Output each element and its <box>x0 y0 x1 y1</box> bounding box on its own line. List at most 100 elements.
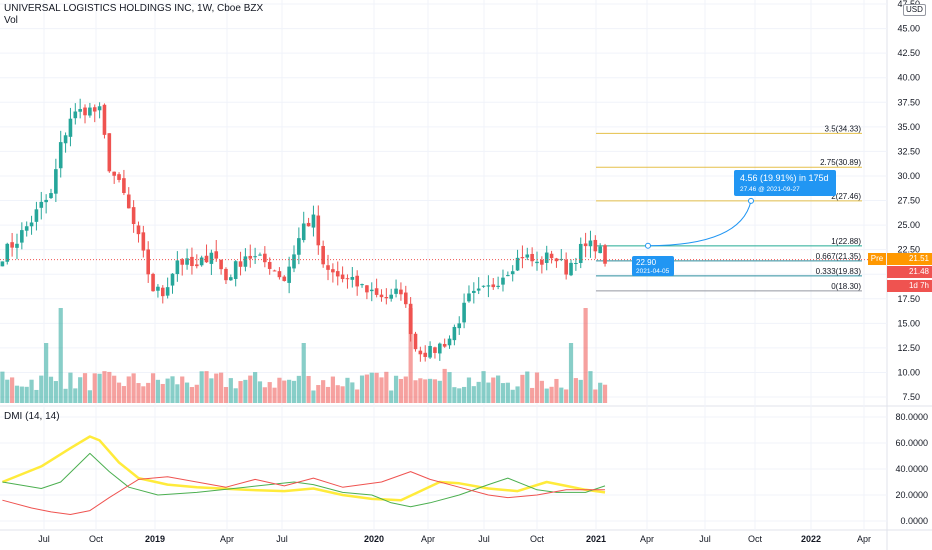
volume-bar <box>116 382 122 403</box>
candle-body <box>598 246 602 254</box>
candle-body <box>267 262 272 269</box>
candle-body <box>554 258 559 262</box>
volume-bar <box>53 381 58 403</box>
volume-bar <box>102 371 107 403</box>
time-tick-label: Oct <box>530 534 545 544</box>
dmi-series-plus-di <box>2 452 606 508</box>
dmi-series-minus-di <box>2 471 605 515</box>
candle-body <box>15 243 19 248</box>
candle-body <box>438 343 442 354</box>
candle-body <box>481 285 486 287</box>
volume-bar <box>437 380 442 403</box>
candle-body <box>355 275 359 287</box>
candle-body <box>165 287 170 296</box>
candle-body <box>549 253 554 259</box>
price-tick-label: 35.00 <box>897 122 920 132</box>
volume-bar <box>325 386 331 403</box>
time-tick-label: 2021 <box>586 534 606 544</box>
price-tick-label: 12.50 <box>897 343 920 353</box>
time-tick-label: Apr <box>857 534 871 544</box>
candle-body <box>5 243 10 262</box>
volume-bar <box>457 388 462 403</box>
candle-body <box>462 302 466 323</box>
time-axis[interactable]: Jul Oct 2019 Apr Jul 2020 Apr Jul Oct 2021 Apr Jul O… <box>38 534 871 544</box>
volume-bar <box>496 375 501 403</box>
candle-body <box>525 254 530 258</box>
candle-body <box>321 246 325 265</box>
volume-bar <box>355 389 360 403</box>
volume-bar <box>520 374 525 403</box>
volume-bar <box>68 372 73 403</box>
volume-bar <box>476 381 481 403</box>
price-tick-label: 7.50 <box>902 392 920 402</box>
candle-body <box>340 274 345 280</box>
volume-bar <box>515 386 520 403</box>
last-price-tag: 21.48 <box>887 266 932 278</box>
candle-body <box>496 285 500 287</box>
volume-bar <box>175 384 180 403</box>
candle-body <box>360 284 364 286</box>
candle-body <box>389 294 393 299</box>
candle-body <box>34 209 39 222</box>
volume-bar <box>97 373 102 403</box>
candle-body <box>73 111 78 119</box>
projection-start-value: 22.90 <box>636 258 657 267</box>
price-tick-label: 40.00 <box>897 73 920 83</box>
projection-start-point <box>645 242 651 249</box>
volume-bar <box>471 386 476 403</box>
candle-body <box>195 264 199 267</box>
volume-bar <box>350 382 355 403</box>
candle-body <box>199 257 204 266</box>
volume-bar <box>598 382 603 403</box>
candle-body <box>233 261 238 279</box>
candle-body <box>97 106 102 111</box>
volume-bar <box>107 371 112 403</box>
volume-bar <box>316 385 321 403</box>
candle-body <box>219 259 223 270</box>
candle-body <box>418 350 423 355</box>
volume-bar <box>588 371 593 403</box>
volume-bar <box>554 378 559 403</box>
fib-level-label: 2(27.46) <box>831 192 861 201</box>
currency-badge[interactable]: USD <box>903 4 926 16</box>
volume-bar <box>403 376 408 403</box>
volume-bar <box>253 372 258 403</box>
volume-bar <box>131 373 136 403</box>
candle-body <box>141 232 146 251</box>
time-tick-label: Apr <box>640 534 654 544</box>
candle-body <box>253 256 257 258</box>
volume-bar <box>602 384 608 403</box>
price-tick-label: 25.00 <box>897 220 920 230</box>
candle-body <box>583 243 588 247</box>
candle-body <box>243 256 248 267</box>
price-tick-label: 30.00 <box>897 171 920 181</box>
candle-body <box>263 253 267 263</box>
candle-body <box>564 259 568 275</box>
volume-bar <box>549 386 554 403</box>
volume-bar <box>364 374 369 403</box>
volume-bar <box>199 371 204 403</box>
candle-body <box>540 259 544 265</box>
candle-body <box>515 257 520 271</box>
candle-body <box>501 277 505 285</box>
candlesticks <box>0 98 887 362</box>
volume-bar <box>500 383 506 403</box>
dmi-label[interactable]: DMI (14, 14) <box>4 411 60 422</box>
projection-end-box <box>734 170 836 196</box>
volume-bar <box>44 343 49 403</box>
volume-bar <box>19 386 24 403</box>
candle-body <box>569 262 573 276</box>
candle-body <box>131 207 136 224</box>
candle-body <box>326 265 330 270</box>
candle-body <box>39 201 44 208</box>
candle-body <box>452 326 457 341</box>
candle-body <box>258 254 262 256</box>
volume-bar <box>248 375 253 403</box>
dmi-tick-label: 20.0000 <box>895 490 928 500</box>
volume-bar <box>73 388 78 403</box>
time-tick-label: Jul <box>478 534 490 544</box>
candle-body <box>126 194 131 209</box>
candle-body <box>365 285 369 293</box>
